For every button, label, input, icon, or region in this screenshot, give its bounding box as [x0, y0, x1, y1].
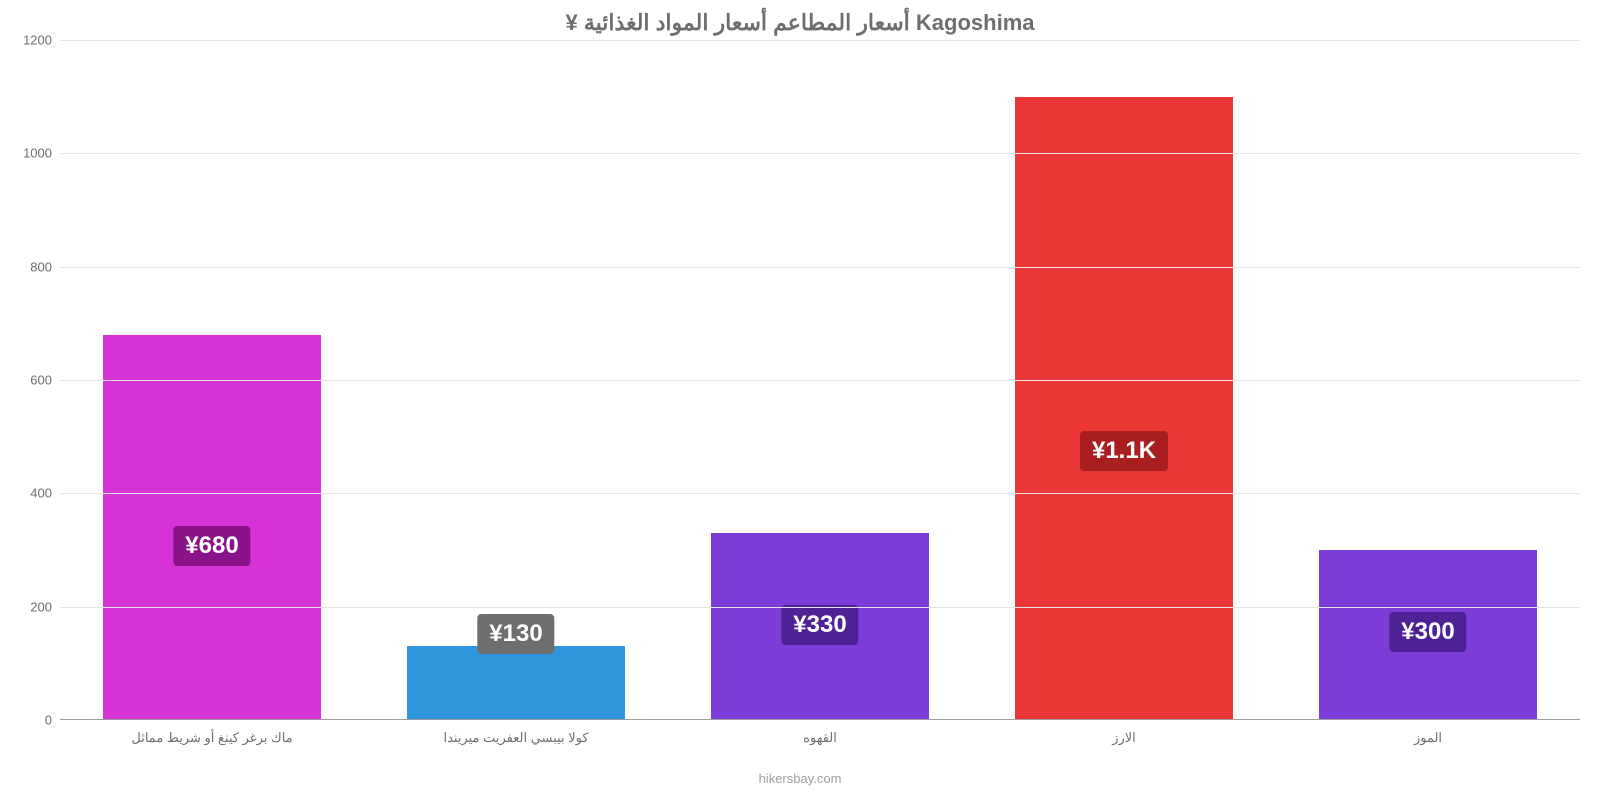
y-tick-label: 400: [12, 486, 52, 501]
chart-title: ¥ أسعار المطاعم أسعار المواد الغذائية Ka…: [0, 0, 1600, 36]
grid-line: [60, 607, 1580, 608]
grid-line: [60, 40, 1580, 41]
price-chart: ¥ أسعار المطاعم أسعار المواد الغذائية Ka…: [0, 0, 1600, 800]
y-tick-label: 1000: [12, 146, 52, 161]
bar: [1015, 97, 1234, 720]
x-axis-line: [60, 719, 1580, 720]
grid-line: [60, 493, 1580, 494]
y-tick-label: 800: [12, 259, 52, 274]
y-tick-label: 1200: [12, 33, 52, 48]
watermark-text: hikersbay.com: [0, 771, 1600, 786]
bar-value-badge: ¥130: [477, 614, 554, 654]
x-tick-label: كولا بيبسي العفريت ميريندا: [443, 730, 588, 746]
grid-line: [60, 380, 1580, 381]
x-axis-labels: ماك برغر كينغ أو شريط مماثل كولا بيبسي ال…: [60, 730, 1580, 760]
y-tick-label: 600: [12, 373, 52, 388]
grid-line: [60, 267, 1580, 268]
bar-value-badge: ¥1.1K: [1080, 431, 1168, 471]
bar-value-badge: ¥680: [173, 526, 250, 566]
y-tick-label: 200: [12, 599, 52, 614]
x-tick-label: الموز: [1414, 730, 1442, 746]
bar-value-badge: ¥330: [781, 605, 858, 645]
y-tick-label: 0: [12, 713, 52, 728]
plot-area: ¥680¥130¥330¥1.1K¥300 020040060080010001…: [60, 40, 1580, 720]
bar: [407, 646, 626, 720]
x-tick-label: ماك برغر كينغ أو شريط مماثل: [131, 730, 292, 746]
x-tick-label: القهوه: [803, 730, 837, 746]
bar-value-badge: ¥300: [1389, 612, 1466, 652]
grid-line: [60, 153, 1580, 154]
x-tick-label: الارز: [1112, 730, 1136, 746]
